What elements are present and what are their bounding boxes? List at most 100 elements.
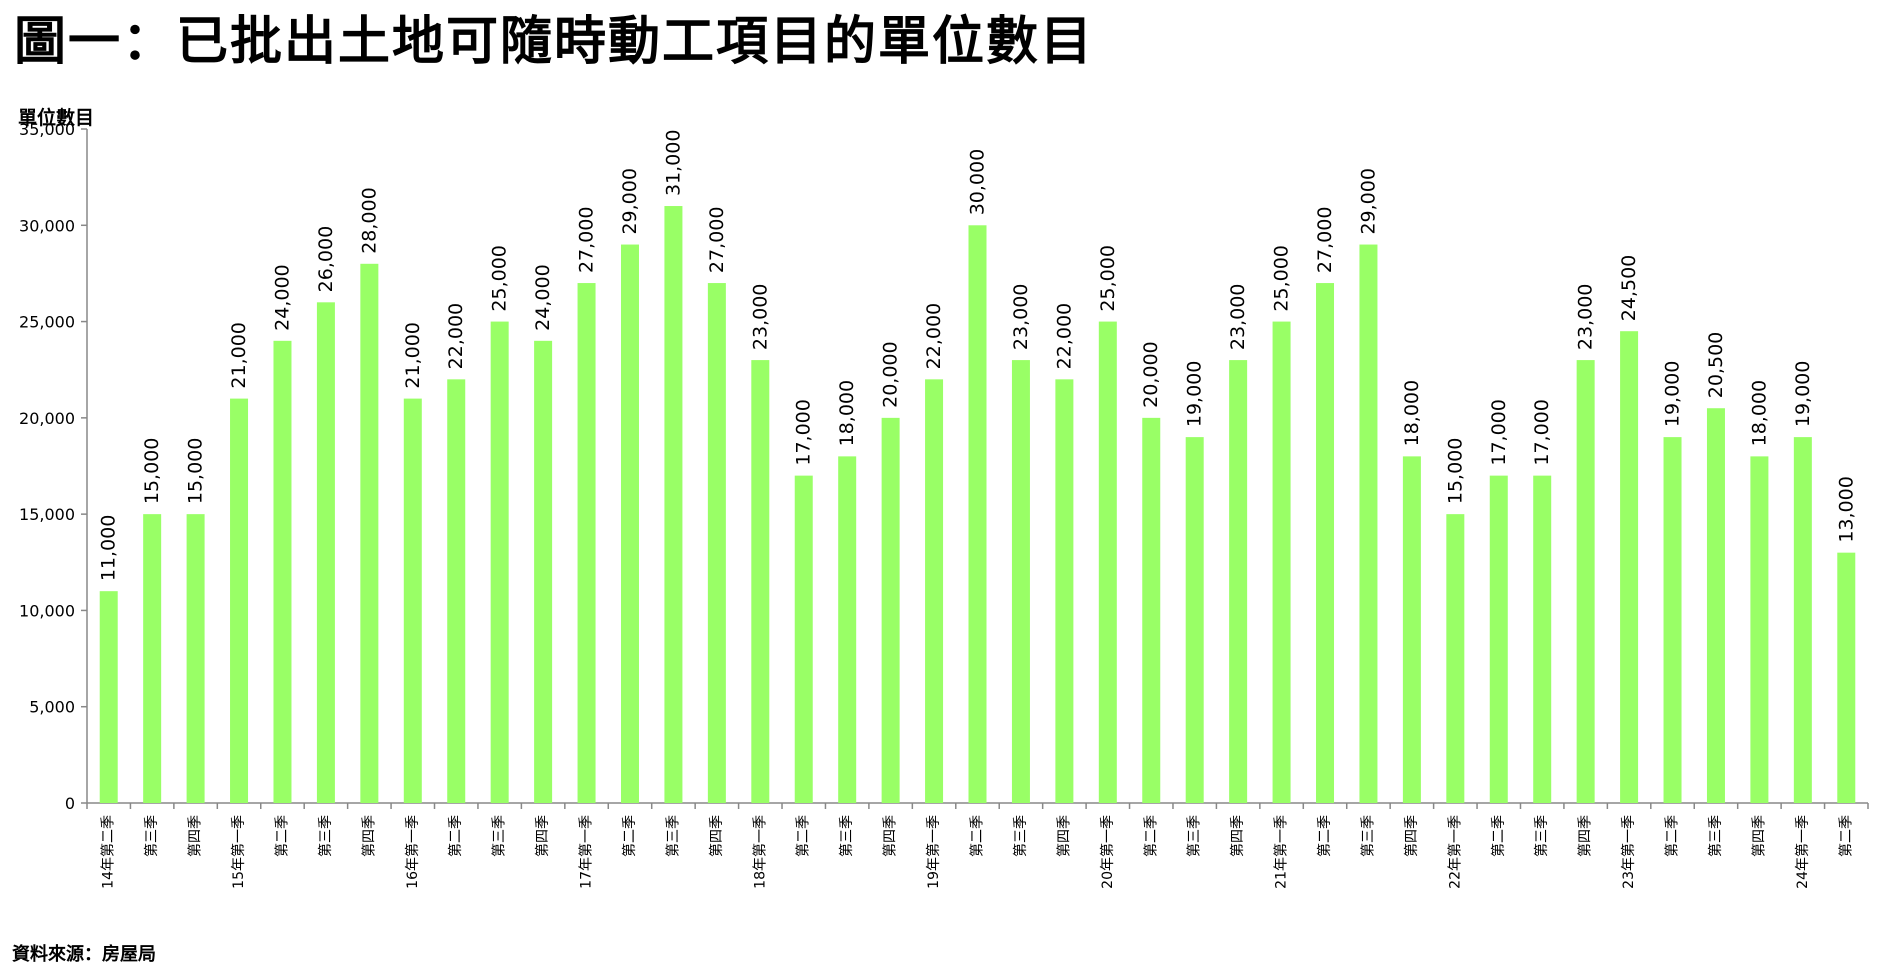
bar bbox=[664, 206, 683, 803]
y-axis-label: 單位數目 bbox=[18, 107, 95, 129]
bar bbox=[794, 475, 813, 803]
bar-chart: 0 5,000 10,000 15,000 20,000 25,000 30,000 35,0… bbox=[19, 120, 1869, 889]
chart-data-labels: 11,000 15,000 15,000 21,000 24,000 26,000 28,0… bbox=[98, 130, 1858, 582]
x-tick-label: 24年第一季 bbox=[1794, 815, 1811, 889]
bar-value-label: 18,000 bbox=[1748, 380, 1770, 446]
x-tick-label: 第二季 bbox=[621, 815, 638, 857]
bar-value-label: 22,000 bbox=[1053, 303, 1075, 369]
bar-value-label: 20,500 bbox=[1705, 332, 1727, 398]
bar bbox=[273, 340, 292, 803]
bar bbox=[1750, 456, 1769, 803]
bar bbox=[534, 340, 553, 803]
y-tick-label: 20,000 bbox=[19, 409, 75, 428]
x-tick-label: 第三季 bbox=[143, 815, 160, 857]
bar-value-label: 15,000 bbox=[185, 438, 207, 504]
y-tick-label: 25,000 bbox=[19, 313, 75, 332]
bar bbox=[1142, 417, 1161, 803]
bar bbox=[1620, 331, 1639, 803]
bar bbox=[620, 244, 639, 804]
source-note: 資料來源：房屋局 bbox=[12, 944, 156, 965]
bar bbox=[838, 456, 857, 803]
bar-value-label: 24,500 bbox=[1618, 255, 1640, 321]
bar-value-label: 27,000 bbox=[706, 207, 728, 273]
y-tick-label: 0 bbox=[65, 794, 75, 813]
x-tick-label: 第三季 bbox=[1359, 815, 1376, 857]
bar bbox=[1098, 321, 1117, 803]
x-tick-label: 14年第二季 bbox=[100, 815, 117, 889]
bar-value-label: 19,000 bbox=[1184, 361, 1206, 427]
bar-value-label: 23,000 bbox=[1575, 284, 1597, 350]
x-tick-label: 第三季 bbox=[1186, 815, 1203, 857]
bar bbox=[1706, 408, 1725, 803]
bar-value-label: 25,000 bbox=[1271, 245, 1293, 311]
bar-value-label: 11,000 bbox=[98, 515, 120, 581]
bar-value-label: 23,000 bbox=[1227, 284, 1249, 350]
bar bbox=[1011, 360, 1030, 803]
bar-value-label: 27,000 bbox=[576, 207, 598, 273]
x-tick-label: 第四季 bbox=[360, 815, 377, 857]
x-tick-label: 第三季 bbox=[838, 815, 855, 857]
bar bbox=[751, 360, 770, 803]
y-tick-label: 10,000 bbox=[19, 601, 75, 620]
bar bbox=[1359, 244, 1378, 804]
x-tick-label: 第四季 bbox=[1577, 815, 1594, 857]
x-tick-label: 第三季 bbox=[1707, 815, 1724, 857]
bar-value-label: 13,000 bbox=[1835, 476, 1857, 542]
bar bbox=[1229, 360, 1248, 803]
x-tick-label: 第三季 bbox=[491, 815, 508, 857]
bar-value-label: 29,000 bbox=[619, 168, 641, 234]
bar bbox=[447, 379, 466, 803]
chart-title: 圖一：已批出土地可隨時動工項目的單位數目 bbox=[14, 12, 1095, 72]
bar bbox=[1576, 360, 1595, 803]
x-tick-label: 第二季 bbox=[273, 815, 290, 857]
x-tick-label: 第四季 bbox=[1750, 815, 1767, 857]
x-tick-label: 19年第一季 bbox=[925, 815, 942, 889]
x-tick-label: 第四季 bbox=[1229, 815, 1246, 857]
bar-value-label: 28,000 bbox=[358, 187, 380, 253]
bar-value-label: 31,000 bbox=[662, 130, 684, 196]
bar bbox=[1489, 475, 1508, 803]
bar bbox=[143, 514, 162, 803]
bar-value-label: 26,000 bbox=[315, 226, 337, 292]
bar bbox=[1446, 514, 1465, 803]
x-tick-label: 第二季 bbox=[1316, 815, 1333, 857]
x-tick-label: 17年第一季 bbox=[578, 815, 595, 889]
bar bbox=[1793, 437, 1812, 803]
x-tick-label: 20年第一季 bbox=[1099, 815, 1116, 889]
bar bbox=[1055, 379, 1074, 803]
x-tick-label: 第二季 bbox=[795, 815, 812, 857]
bar bbox=[230, 398, 249, 803]
x-tick-label: 第二季 bbox=[969, 815, 986, 857]
bar-value-label: 23,000 bbox=[1010, 284, 1032, 350]
x-tick-label: 第三季 bbox=[1533, 815, 1550, 857]
bar-value-label: 18,000 bbox=[1401, 380, 1423, 446]
y-tick-label: 5,000 bbox=[29, 698, 75, 717]
bar-value-label: 17,000 bbox=[1531, 399, 1553, 465]
bar-value-label: 19,000 bbox=[1792, 361, 1814, 427]
bar bbox=[186, 514, 205, 803]
y-tick-label: 15,000 bbox=[19, 505, 75, 524]
bar-value-label: 24,000 bbox=[271, 264, 293, 330]
bar bbox=[968, 225, 987, 804]
bar-value-label: 20,000 bbox=[1140, 341, 1162, 407]
x-tick-label: 第四季 bbox=[882, 815, 899, 857]
bar-value-label: 22,000 bbox=[923, 303, 945, 369]
x-tick-label: 第四季 bbox=[1055, 815, 1072, 857]
bar-value-label: 21,000 bbox=[228, 322, 250, 388]
x-tick-label: 23年第一季 bbox=[1620, 815, 1637, 889]
chart-x-tick-labels: 14年第二季 第三季 第四季 15年第一季 第二季 第三季 第四季 16年第一季 第二季 第三季 第… bbox=[100, 815, 1855, 889]
bar-value-label: 25,000 bbox=[489, 245, 511, 311]
bar bbox=[403, 398, 422, 803]
x-tick-label: 第三季 bbox=[1012, 815, 1029, 857]
bar bbox=[881, 417, 900, 803]
bar bbox=[1837, 552, 1856, 803]
bar-value-label: 18,000 bbox=[836, 380, 858, 446]
x-tick-label: 第四季 bbox=[1403, 815, 1420, 857]
chart-bars bbox=[99, 206, 1856, 804]
bar bbox=[1533, 475, 1552, 803]
bar-value-label: 23,000 bbox=[749, 284, 771, 350]
x-tick-label: 第三季 bbox=[664, 815, 681, 857]
bar bbox=[99, 591, 118, 803]
x-tick-label: 第四季 bbox=[708, 815, 725, 857]
bar bbox=[577, 283, 596, 803]
